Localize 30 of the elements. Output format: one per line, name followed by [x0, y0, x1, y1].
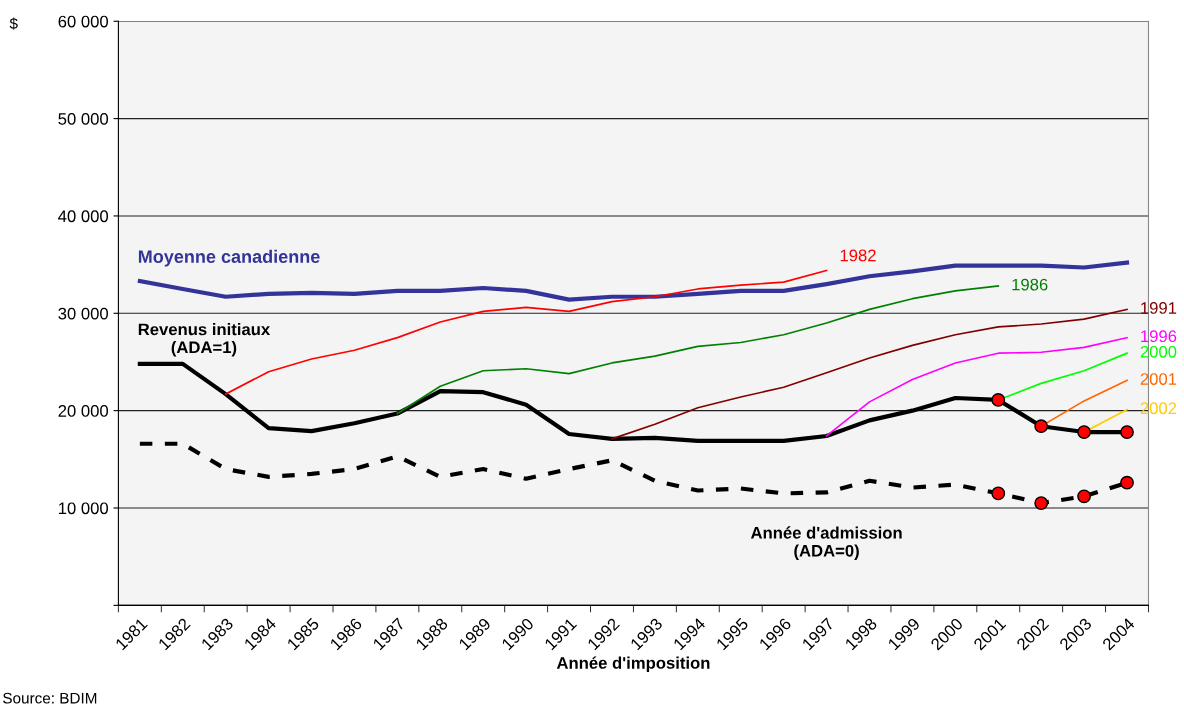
y-tick-label: 60 000: [58, 15, 109, 28]
point: [1077, 425, 1092, 439]
x-axis-title: Année d'imposition: [556, 656, 710, 673]
y-tick-label: 20 000: [58, 405, 109, 417]
series-label: Moyenne canadienne: [138, 249, 320, 267]
y-tick-label: 40 000: [58, 210, 109, 223]
y-axis-title: $: [9, 17, 18, 30]
y-tick-label: 50 000: [58, 112, 109, 125]
y-tick-label: 30 000: [58, 307, 109, 320]
point: [991, 486, 1006, 501]
series-label: 1991: [1141, 302, 1177, 314]
point: [1034, 496, 1049, 511]
point: [1120, 425, 1134, 439]
text: Année d'admission (ADA=0): [750, 526, 902, 560]
series-label: 1996: [1141, 330, 1177, 343]
series-label: 1986: [1012, 278, 1048, 291]
series-label: Revenus initiaux (ADA=1): [138, 323, 271, 357]
line-series: [825, 336, 1128, 437]
line-series: [611, 308, 1128, 440]
point: [1034, 419, 1049, 434]
series-label: 2000: [1140, 345, 1177, 358]
point: [991, 393, 1006, 407]
line-series: [396, 285, 1000, 415]
source-note: Source: BDIM: [3, 692, 97, 704]
y-tick-label: 10 000: [58, 502, 109, 515]
series-label: 2001: [1140, 373, 1177, 385]
series-label: 1982: [840, 249, 876, 262]
point: [1077, 489, 1092, 504]
point: [1120, 475, 1134, 490]
series-label: 2002: [1140, 402, 1177, 415]
